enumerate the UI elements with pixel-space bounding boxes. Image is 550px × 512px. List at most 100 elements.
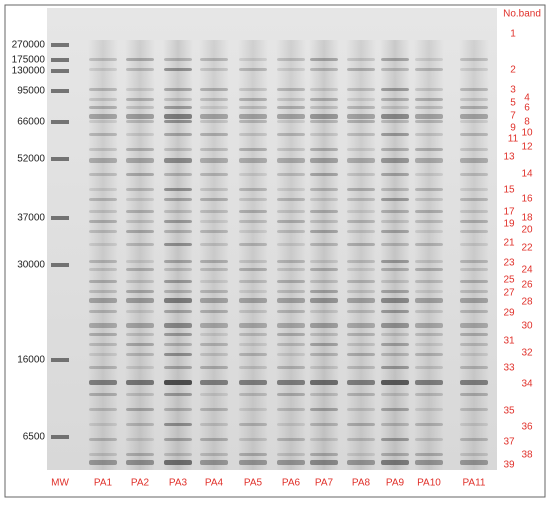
protein-band — [381, 298, 409, 303]
protein-band — [164, 106, 192, 109]
protein-band — [415, 188, 443, 191]
lane — [163, 40, 193, 470]
band-number: 13 — [503, 152, 515, 163]
protein-band — [460, 380, 488, 385]
protein-band — [89, 453, 117, 456]
protein-band — [89, 310, 117, 313]
lane-label: PA4 — [205, 478, 224, 489]
protein-band — [200, 393, 228, 396]
protein-band — [126, 158, 154, 163]
protein-band — [200, 268, 228, 271]
band-number: 1 — [510, 29, 516, 40]
band-number: 19 — [503, 219, 515, 230]
protein-band — [126, 298, 154, 303]
protein-band — [239, 408, 267, 411]
protein-band — [460, 438, 488, 441]
protein-band — [415, 58, 443, 61]
protein-band — [415, 310, 443, 313]
protein-band — [239, 380, 267, 385]
protein-band — [200, 438, 228, 441]
protein-band — [381, 120, 409, 123]
protein-band — [239, 453, 267, 456]
protein-band — [89, 366, 117, 369]
protein-band — [310, 58, 338, 61]
band-number: 10 — [521, 128, 533, 139]
marker-band — [51, 263, 69, 267]
mw-label: 30000 — [17, 260, 45, 271]
protein-band — [415, 280, 443, 283]
protein-band — [277, 268, 305, 271]
protein-band — [126, 408, 154, 411]
protein-band — [126, 133, 154, 136]
protein-band — [310, 230, 338, 233]
protein-band — [164, 380, 192, 385]
protein-band — [381, 173, 409, 176]
protein-band — [239, 260, 267, 263]
protein-band — [239, 173, 267, 176]
protein-band — [460, 290, 488, 293]
protein-band — [460, 158, 488, 163]
protein-band — [460, 408, 488, 411]
protein-band — [89, 343, 117, 346]
protein-band — [89, 198, 117, 201]
protein-band — [347, 98, 375, 101]
protein-band — [347, 423, 375, 426]
protein-band — [381, 323, 409, 328]
protein-band — [381, 188, 409, 191]
protein-band — [200, 68, 228, 71]
protein-band — [381, 260, 409, 263]
protein-band — [277, 353, 305, 356]
protein-band — [164, 460, 192, 465]
marker-band — [51, 120, 69, 124]
band-number: 7 — [510, 111, 516, 122]
band-number: 12 — [521, 142, 533, 153]
protein-band — [347, 188, 375, 191]
protein-band — [347, 298, 375, 303]
protein-band — [277, 408, 305, 411]
protein-band — [415, 198, 443, 201]
protein-band — [89, 423, 117, 426]
protein-band — [415, 298, 443, 303]
protein-band — [460, 106, 488, 109]
protein-band — [460, 58, 488, 61]
protein-band — [239, 423, 267, 426]
protein-band — [164, 323, 192, 328]
protein-band — [164, 220, 192, 223]
protein-band — [277, 188, 305, 191]
protein-band — [277, 438, 305, 441]
protein-band — [460, 460, 488, 465]
protein-band — [164, 438, 192, 441]
protein-band — [89, 408, 117, 411]
band-number: 39 — [503, 460, 515, 471]
protein-band — [310, 393, 338, 396]
protein-band — [460, 393, 488, 396]
protein-band — [200, 453, 228, 456]
protein-band — [164, 148, 192, 151]
protein-band — [415, 173, 443, 176]
protein-band — [164, 343, 192, 346]
protein-band — [126, 453, 154, 456]
protein-band — [164, 210, 192, 213]
protein-band — [239, 366, 267, 369]
protein-band — [200, 280, 228, 283]
protein-band — [239, 393, 267, 396]
protein-band — [277, 323, 305, 328]
protein-band — [415, 88, 443, 91]
marker-band — [51, 157, 69, 161]
band-number: 9 — [510, 123, 516, 134]
protein-band — [310, 98, 338, 101]
protein-band — [126, 198, 154, 201]
protein-band — [239, 230, 267, 233]
protein-band — [277, 58, 305, 61]
protein-band — [381, 453, 409, 456]
protein-band — [415, 98, 443, 101]
protein-band — [347, 343, 375, 346]
protein-band — [415, 438, 443, 441]
lane-label: PA5 — [244, 478, 263, 489]
protein-band — [164, 198, 192, 201]
protein-band — [415, 323, 443, 328]
protein-band — [200, 133, 228, 136]
protein-band — [381, 68, 409, 71]
band-number: 36 — [521, 422, 533, 433]
protein-band — [381, 198, 409, 201]
